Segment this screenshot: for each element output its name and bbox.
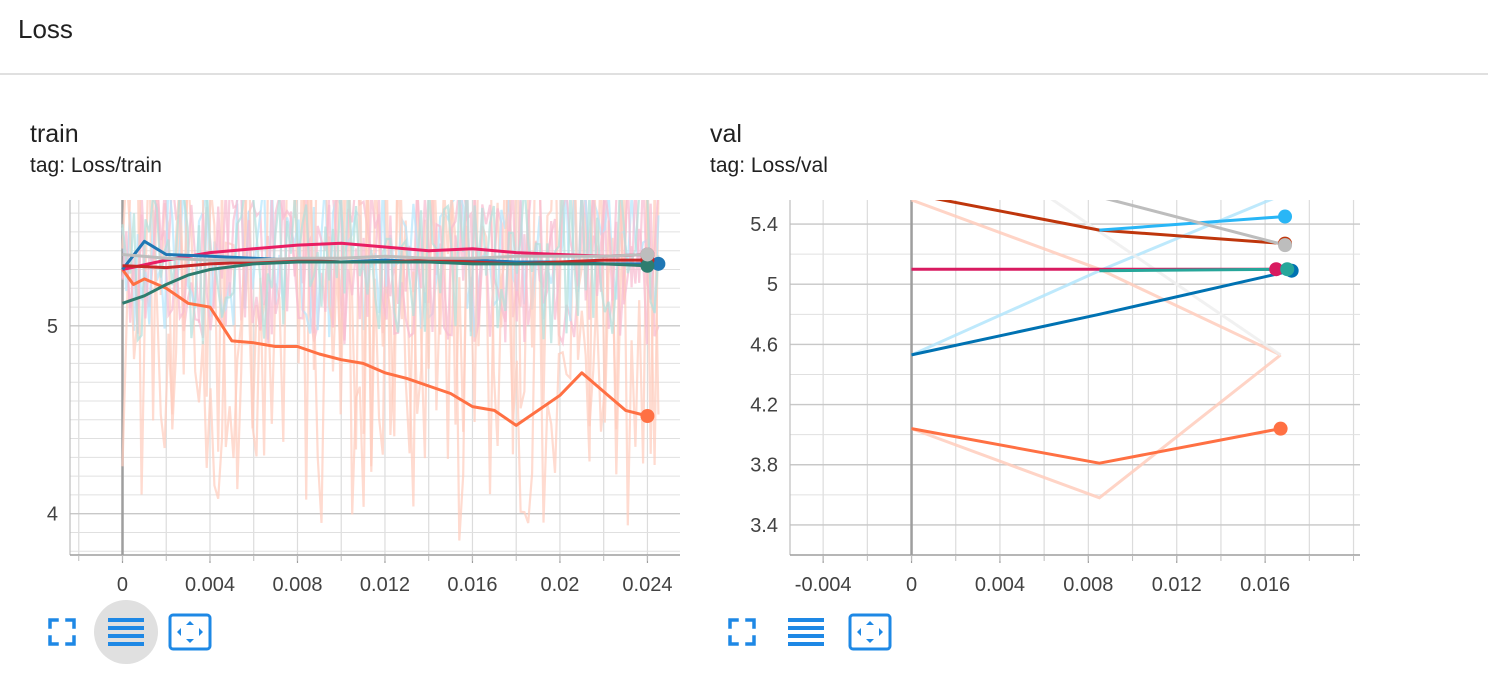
fullscreen-button[interactable] [710, 600, 774, 664]
series-line [934, 200, 1286, 246]
x-tick-label: 0.024 [622, 574, 672, 596]
series-line [122, 260, 648, 305]
fullscreen-icon [48, 618, 76, 646]
series-line [911, 427, 1281, 465]
data-table-icon [108, 618, 144, 646]
chart-tag: tag: Loss/val [710, 154, 828, 177]
x-tick-label: 0.02 [540, 574, 579, 596]
series-end-point [1278, 209, 1293, 224]
y-tick-label: 5 [47, 316, 58, 338]
y-tick-label: 4.6 [750, 334, 778, 356]
x-tick-label: 0 [117, 574, 128, 596]
chart-card-val: -0.004 0 0.004 0.008 0.012 0.016 3.4 3.8 4.2 4.6 5… [680, 110, 1360, 684]
x-tick-label: 0.008 [1063, 574, 1113, 596]
fit-domain-icon [848, 613, 892, 651]
data-table-icon [788, 618, 824, 646]
x-tick-label: 0.008 [272, 574, 322, 596]
fit-domain-button[interactable] [838, 600, 902, 664]
series-line [911, 269, 1293, 357]
series-end-point [640, 247, 655, 262]
train-chart[interactable]: 0 0.004 0.008 0.012 0.016 0.02 0.024 4 5 [0, 110, 680, 600]
series-line [121, 268, 648, 427]
x-tick-label: 0.016 [1240, 574, 1290, 596]
series-end-point [1273, 421, 1288, 436]
raw-series-line [1050, 200, 1282, 357]
series-line [122, 241, 648, 271]
x-tick-label: 0.012 [1152, 574, 1202, 596]
chart-title: train [30, 120, 79, 148]
chart-card-train: 0 0.004 0.008 0.012 0.016 0.02 0.024 4 5 train t… [0, 110, 680, 684]
y-tick-label: 4 [47, 504, 58, 526]
series-line [122, 253, 648, 262]
raw-series-line [910, 200, 1274, 357]
y-tick-label: 4.2 [750, 395, 778, 417]
plot-area [910, 200, 1293, 500]
x-tick-label: -0.004 [795, 574, 852, 596]
fit-domain-icon [168, 613, 212, 651]
section-title: Loss [18, 14, 73, 44]
x-tick-label: 0.012 [360, 574, 410, 596]
series-line [1099, 267, 1288, 273]
y-tick-label: 5 [767, 274, 778, 296]
series-end-point [1278, 238, 1293, 253]
series-end-point [640, 258, 655, 273]
series-line [1099, 215, 1286, 232]
x-tick-label: 0.004 [185, 574, 235, 596]
fullscreen-button[interactable] [30, 600, 94, 664]
series-end-point [640, 409, 655, 424]
y-tick-label: 3.4 [750, 515, 778, 537]
section-header: Loss [0, 0, 1488, 75]
series-end-point [651, 256, 666, 271]
series-end-point [1280, 262, 1295, 277]
series-line [1105, 200, 1286, 247]
toggle-data-table-button[interactable] [774, 600, 838, 664]
fit-domain-button[interactable] [158, 600, 222, 664]
chart-title: val [710, 120, 742, 148]
y-tick-label: 3.8 [750, 455, 778, 477]
raw-series-line [911, 353, 1282, 500]
x-tick-label: 0.004 [975, 574, 1025, 596]
fullscreen-icon [728, 618, 756, 646]
raw-series-line [121, 200, 660, 541]
series-end-point [1269, 262, 1284, 277]
toggle-data-table-button[interactable] [94, 600, 158, 664]
grid [790, 200, 1360, 556]
x-tick-label: 0.016 [447, 574, 497, 596]
val-chart[interactable]: -0.004 0 0.004 0.008 0.012 0.016 3.4 3.8 4.2 4.6 5… [680, 110, 1360, 600]
chart-tag: tag: Loss/train [30, 154, 162, 177]
x-tick-label: 0 [906, 574, 917, 596]
raw-series-line [121, 200, 660, 467]
plot-area [121, 200, 660, 541]
y-tick-label: 5.4 [750, 214, 778, 236]
